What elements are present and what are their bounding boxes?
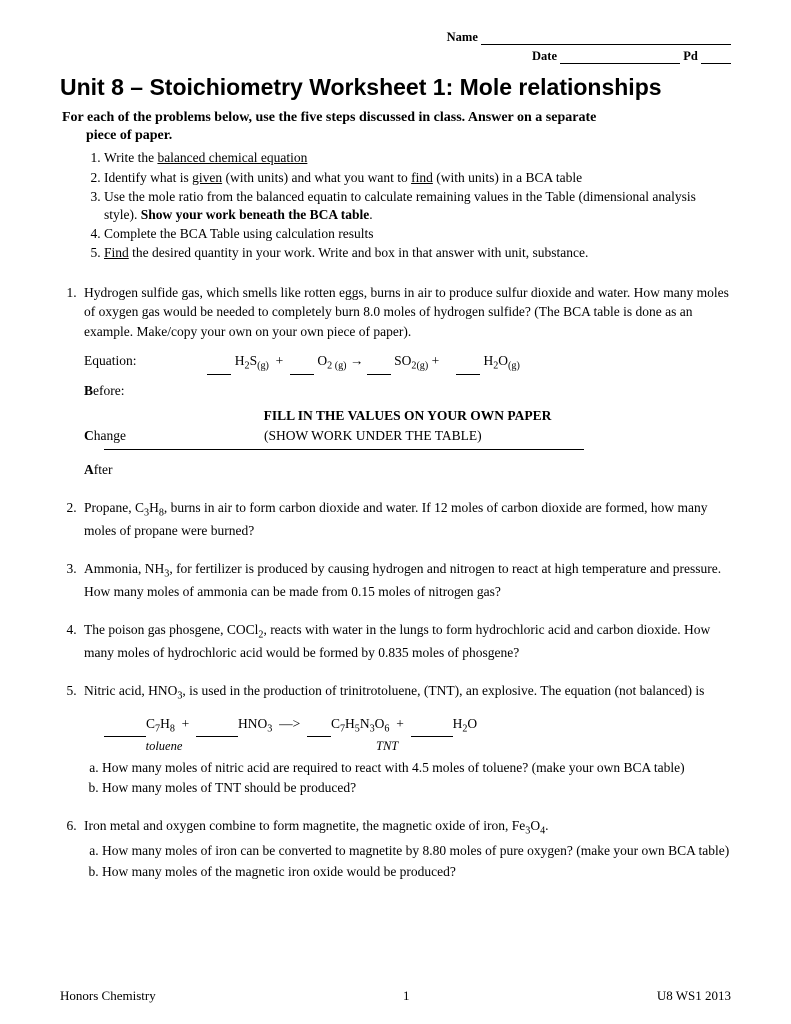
p1-text: Hydrogen sulfide gas, which smells like …	[84, 285, 729, 339]
p6-text: Iron metal and oxygen combine to form ma…	[84, 818, 549, 833]
p5b: How many moles of TNT should be produced…	[102, 778, 731, 798]
problems-list: Hydrogen sulfide gas, which smells like …	[60, 283, 731, 882]
toluene-label: toluene	[136, 737, 192, 755]
change-row: Change (SHOW WORK UNDER THE TABLE)	[84, 426, 731, 448]
date-blank	[560, 63, 680, 64]
name-label: Name	[447, 30, 478, 44]
footer-center: 1	[403, 988, 410, 1004]
worksheet-page: Name Date Pd Unit 8 – Stoichiometry Work…	[0, 0, 791, 1024]
fill-values-text: FILL IN THE VALUES ON YOUR OWN PAPER	[84, 406, 731, 426]
footer-right: U8 WS1 2013	[657, 988, 731, 1004]
page-title: Unit 8 – Stoichiometry Worksheet 1: Mole…	[60, 74, 731, 101]
p5-equation: C7H8 + HNO3 —> C7H5N3O6 + H2O	[104, 714, 731, 737]
name-blank	[481, 44, 731, 45]
bca-divider	[104, 449, 584, 450]
problem-4: The poison gas phosgene, COCl2, reacts w…	[80, 620, 731, 663]
p2-text: Propane, C3H8, burns in air to form carb…	[84, 500, 707, 538]
step-5: Find the desired quantity in your work. …	[104, 244, 731, 262]
instructions-lead: For each of the problems below, use the …	[60, 109, 731, 145]
p5-subparts: How many moles of nitric acid are requir…	[102, 758, 731, 798]
problem-5: Nitric acid, HNO3, is used in the produc…	[80, 681, 731, 798]
step-2: Identify what is given (with units) and …	[104, 169, 731, 187]
problem-2: Propane, C3H8, burns in air to form carb…	[80, 498, 731, 541]
date-label: Date	[532, 49, 557, 63]
p5-text: Nitric acid, HNO3, is used in the produc…	[84, 683, 704, 698]
p3-text: Ammonia, NH3, for fertilizer is produced…	[84, 561, 721, 599]
instructions-line1: For each of the problems below, use the …	[62, 110, 596, 125]
after-row: After	[84, 460, 731, 480]
name-row: Name	[60, 30, 731, 45]
problem-3: Ammonia, NH3, for fertilizer is produced…	[80, 559, 731, 602]
p5a: How many moles of nitric acid are requir…	[102, 758, 731, 778]
before-row: Before:	[84, 381, 731, 401]
pd-label: Pd	[683, 49, 698, 63]
step-1: Write the balanced chemical equation	[104, 149, 731, 167]
instructions-line2: piece of paper.	[62, 127, 731, 145]
problem-1: Hydrogen sulfide gas, which smells like …	[80, 283, 731, 480]
before-label-rest: efore:	[93, 383, 124, 398]
pd-blank	[701, 63, 731, 64]
p6-subparts: How many moles of iron can be converted …	[102, 841, 731, 881]
p5-labels: toluene TNT	[104, 737, 731, 755]
show-work-text: (SHOW WORK UNDER THE TABLE)	[264, 426, 482, 446]
p4-text: The poison gas phosgene, COCl2, reacts w…	[84, 622, 710, 660]
steps-list: Write the balanced chemical equation Ide…	[104, 149, 731, 262]
footer-left: Honors Chemistry	[60, 988, 156, 1004]
p6b: How many moles of the magnetic iron oxid…	[102, 862, 731, 882]
date-row: Date Pd	[60, 49, 731, 64]
problem-6: Iron metal and oxygen combine to form ma…	[80, 816, 731, 881]
tnt-label: TNT	[367, 737, 407, 755]
equation-row: Equation: H2S(g) + O2 (g) → SO2(g) + H2O…	[84, 351, 731, 374]
p6a: How many moles of iron can be converted …	[102, 841, 731, 861]
equation-label: Equation:	[84, 351, 204, 371]
step-4: Complete the BCA Table using calculation…	[104, 225, 731, 243]
step-3: Use the mole ratio from the balanced equ…	[104, 188, 731, 224]
page-footer: Honors Chemistry 1 U8 WS1 2013	[60, 988, 731, 1004]
equation-chem: H2S(g) + O2 (g) → SO2(g) + H2O(g)	[207, 353, 519, 368]
